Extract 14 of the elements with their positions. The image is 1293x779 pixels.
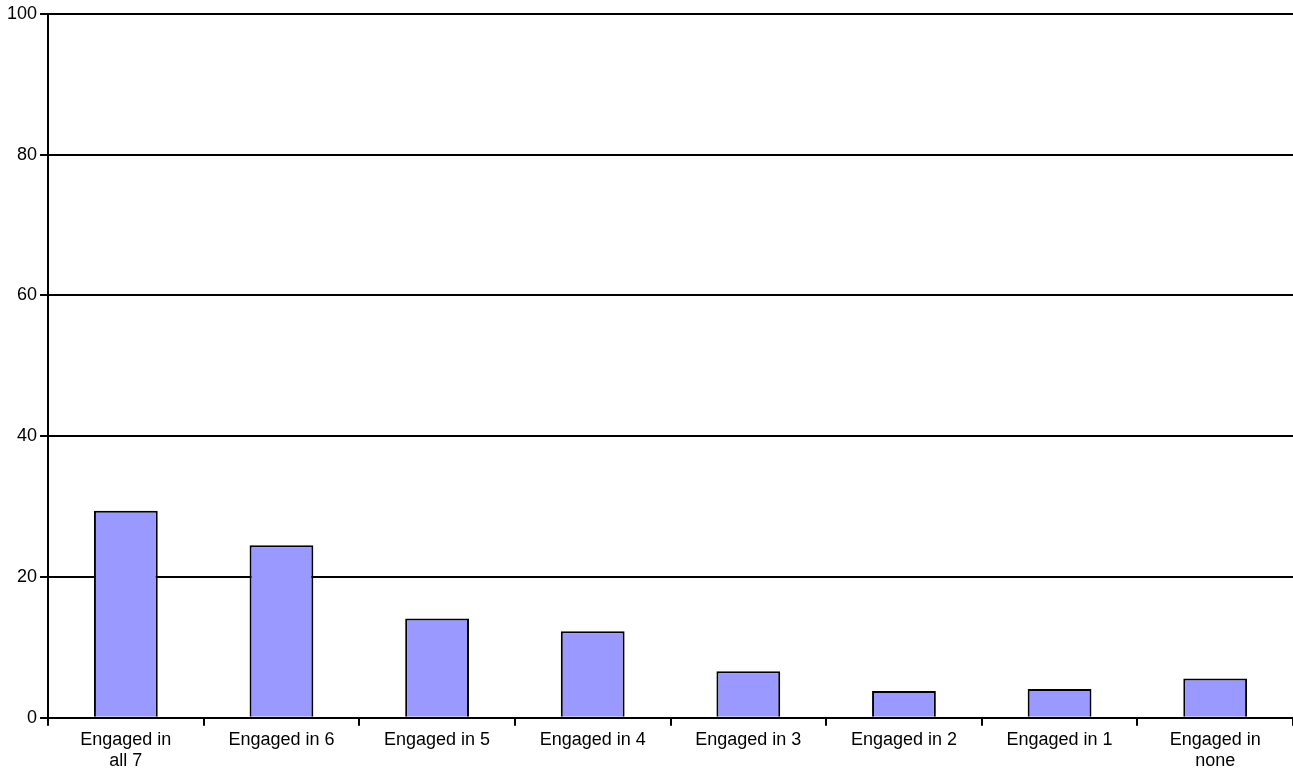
y-tick-label: 100 xyxy=(6,2,38,23)
x-tick-label: Engaged in 1 xyxy=(1006,728,1113,749)
x-tick-label: Engaged in 4 xyxy=(539,728,646,749)
x-tick-label: Engaged in 6 xyxy=(228,728,335,749)
y-tick-label: 60 xyxy=(17,284,38,305)
x-tick-label: Engaged in 3 xyxy=(695,728,802,749)
y-tick-label: 20 xyxy=(17,565,38,586)
x-tick-label: Engaged in 5 xyxy=(384,728,491,749)
x-tick-label: Engaged in all 7 xyxy=(80,728,172,771)
x-tick-label: Engaged in none xyxy=(1169,728,1261,771)
y-tick-label: 40 xyxy=(17,425,38,446)
y-tick-label: 0 xyxy=(27,706,38,727)
y-tick-label: 80 xyxy=(17,143,38,164)
x-tick-label: Engaged in 2 xyxy=(850,728,957,749)
